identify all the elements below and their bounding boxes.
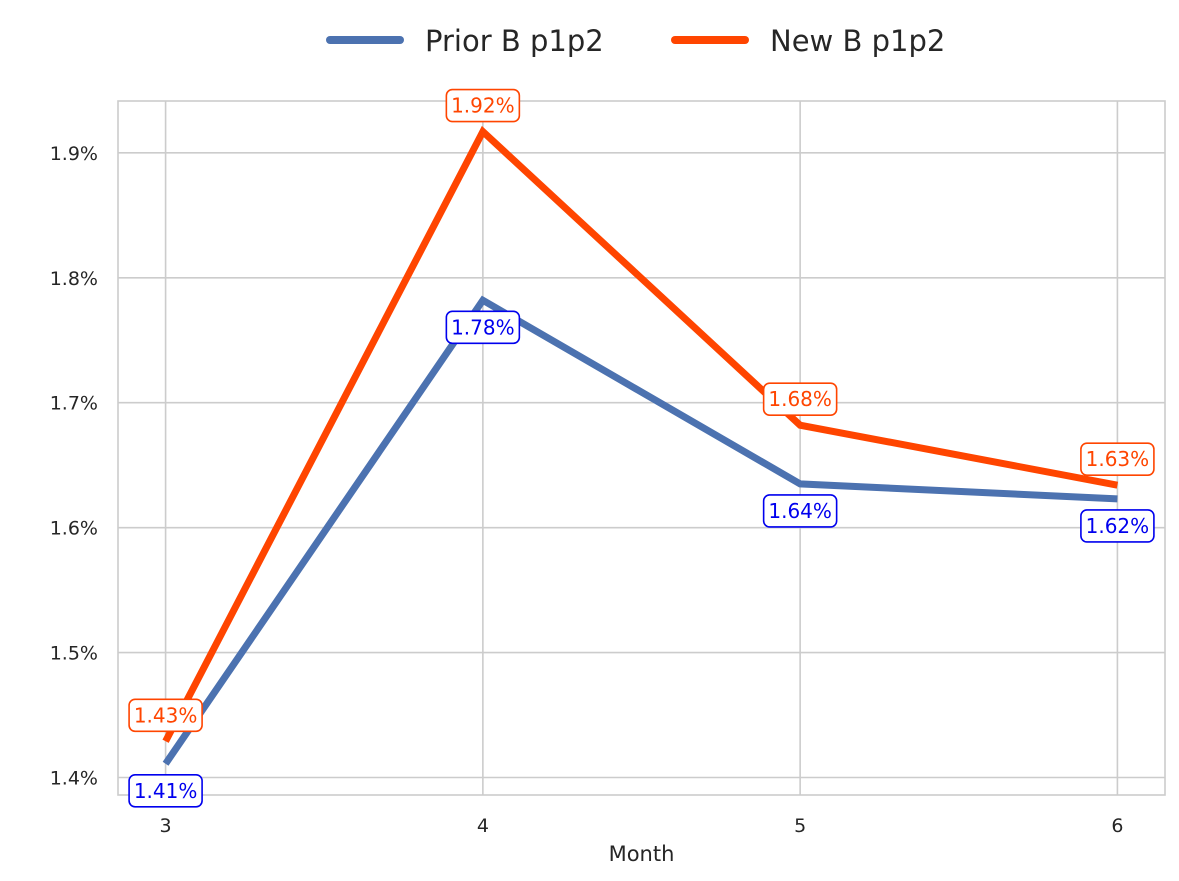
x-tick-label: 3 bbox=[160, 815, 172, 837]
data-label: 1.63% bbox=[1080, 442, 1155, 476]
y-tick-label: 1.5% bbox=[50, 643, 98, 665]
data-label: 1.92% bbox=[445, 88, 521, 123]
data-label-text: 1.43% bbox=[134, 703, 198, 727]
x-axis-title: Month bbox=[609, 842, 675, 866]
data-label-text: 1.64% bbox=[768, 499, 832, 523]
x-tick-label: 5 bbox=[794, 815, 806, 837]
x-axis: 3 4 5 6 bbox=[160, 815, 1124, 837]
data-label: 1.68% bbox=[762, 382, 838, 416]
data-label: 1.43% bbox=[128, 698, 203, 733]
data-label-box bbox=[445, 88, 521, 123]
data-label-box bbox=[762, 494, 838, 528]
data-label-box bbox=[762, 382, 838, 416]
data-label-text: 1.63% bbox=[1086, 447, 1150, 471]
data-label: 1.62% bbox=[1080, 509, 1155, 543]
y-tick-label: 1.8% bbox=[50, 268, 98, 290]
data-labels: 1.41% 1.78% 1.64% 1.62% 1.43% 1.92% 1.68% 1.63% bbox=[128, 88, 1155, 808]
y-tick-label: 1.7% bbox=[50, 393, 98, 415]
data-label-box bbox=[1080, 509, 1155, 543]
data-label: 1.64% bbox=[762, 494, 838, 528]
series-layer bbox=[162, 125, 1119, 766]
data-label: 1.41% bbox=[128, 773, 203, 808]
y-tick-label: 1.4% bbox=[50, 768, 98, 790]
plot-frame bbox=[117, 100, 1166, 796]
data-label-text: 1.41% bbox=[134, 779, 198, 803]
x-tick-label: 4 bbox=[477, 815, 489, 837]
data-label-text: 1.92% bbox=[451, 94, 515, 118]
legend-label: Prior B p1p2 bbox=[425, 24, 604, 58]
legend: Prior B p1p2 New B p1p2 bbox=[326, 24, 945, 58]
data-label-box bbox=[128, 773, 203, 808]
series-line-prior bbox=[162, 295, 1118, 766]
data-label-box bbox=[1080, 442, 1155, 476]
y-tick-label: 1.9% bbox=[50, 143, 98, 165]
y-tick-label: 1.6% bbox=[50, 518, 98, 540]
y-axis: 1.4% 1.5% 1.6% 1.7% 1.8% 1.9% bbox=[50, 143, 98, 790]
data-label-box bbox=[128, 698, 203, 733]
x-tick-label: 6 bbox=[1111, 815, 1123, 837]
data-label: 1.78% bbox=[445, 310, 521, 345]
data-label-box bbox=[445, 310, 521, 345]
data-label-text: 1.78% bbox=[451, 315, 515, 339]
series-line-new bbox=[162, 125, 1119, 743]
legend-label: New B p1p2 bbox=[770, 24, 945, 58]
data-label-text: 1.62% bbox=[1086, 514, 1150, 538]
data-label-text: 1.68% bbox=[768, 387, 832, 411]
